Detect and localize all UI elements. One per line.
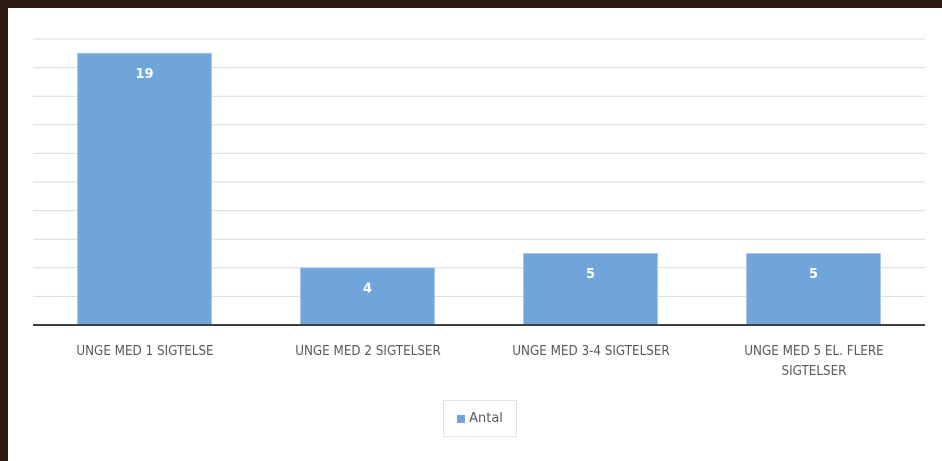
- chart: 19 4 5 5: [0, 0, 942, 461]
- legend: Antal: [443, 400, 517, 437]
- bar: [747, 254, 881, 326]
- bar: [78, 53, 212, 325]
- legend-swatch: [457, 415, 465, 423]
- data-label: 5: [809, 267, 818, 282]
- data-label: 19: [135, 67, 153, 82]
- data-label: 4: [363, 281, 372, 296]
- x-tick-label: UNGE MED 2 SIGTELSER: [271, 342, 464, 362]
- page: 19 4 5 5 Antal UNGE MED 1 SIGTELSE UNGE MED …: [0, 0, 942, 461]
- x-tick-label: UNGE MED 3-4 SIGTELSER: [494, 342, 687, 362]
- data-label: 5: [586, 267, 595, 282]
- x-tick-label: UNGE MED 1 SIGTELSE: [48, 342, 241, 362]
- legend-label: Antal: [469, 411, 503, 426]
- bar: [301, 268, 435, 325]
- bar: [524, 254, 658, 326]
- x-tick-label: UNGE MED 5 EL. FLERE SIGTELSER: [717, 342, 910, 382]
